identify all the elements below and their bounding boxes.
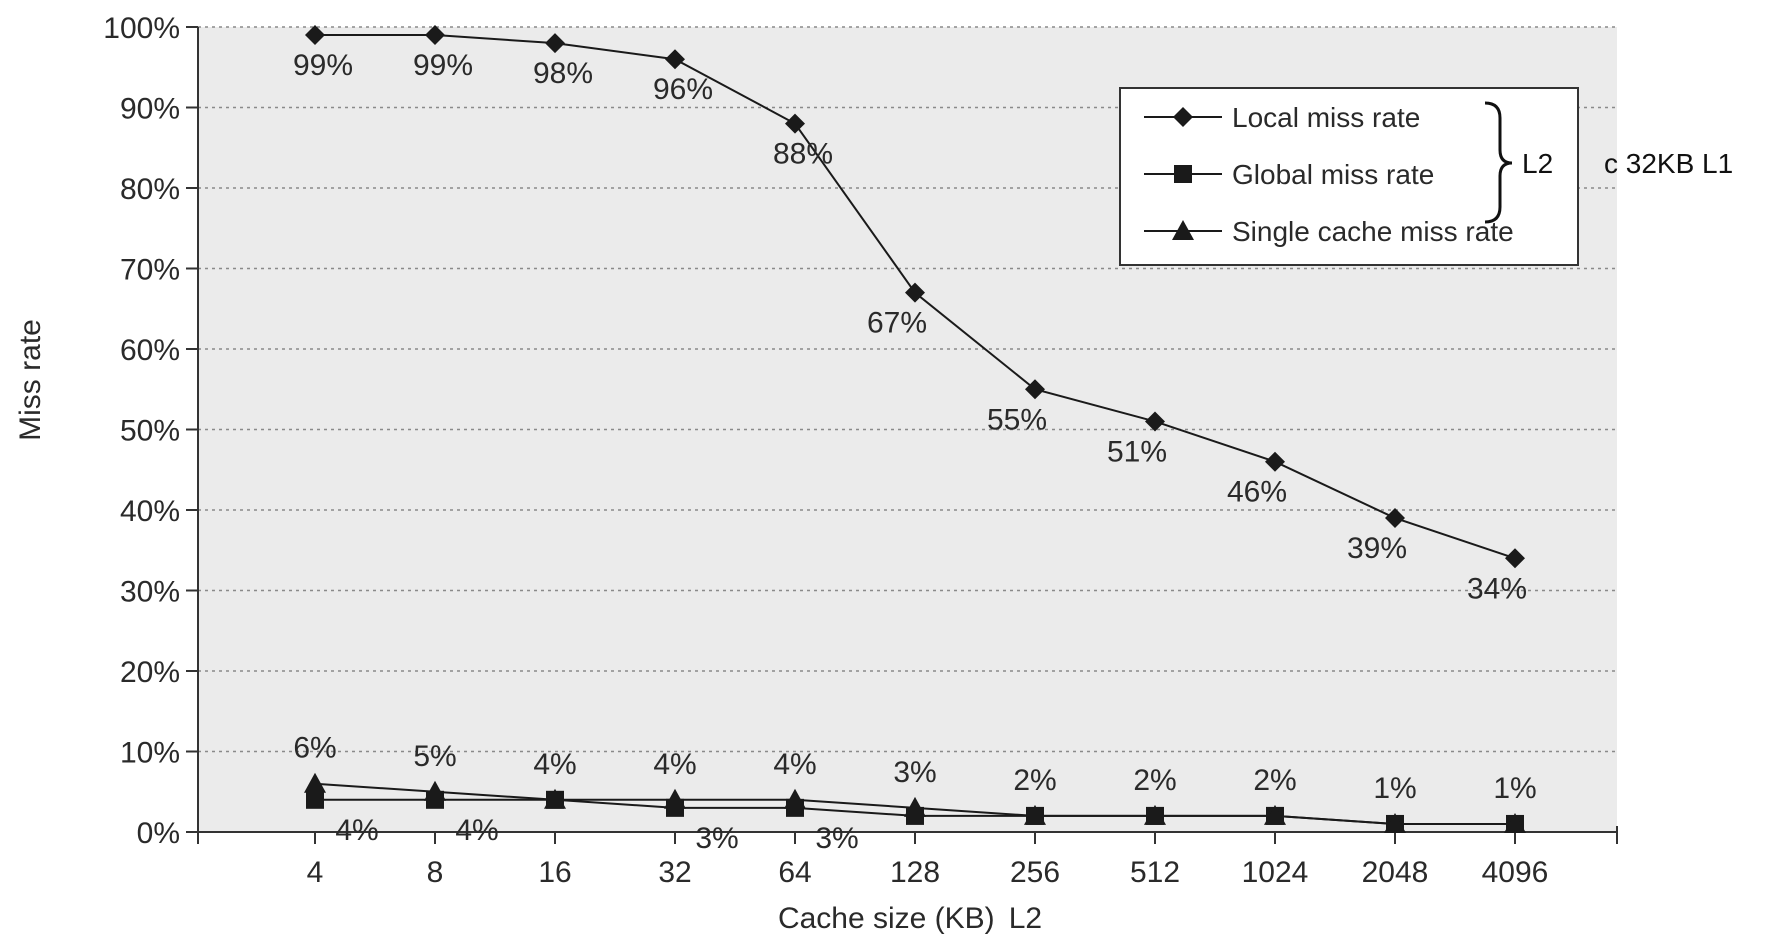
x-axis-title: Cache size (KB) L2	[778, 902, 1042, 935]
x-tick-label-2048: 2048	[1362, 856, 1429, 889]
x-tick-label-4096: 4096	[1482, 856, 1549, 889]
y-tick-label-30: 30%	[120, 576, 180, 609]
data-label-global-miss-rate-4: 4%	[335, 814, 378, 847]
point-local-miss-rate-8	[425, 25, 445, 46]
data-label-single-cache-miss-rate-2048: 1%	[1373, 772, 1416, 805]
y-tick-label-70: 70%	[120, 254, 180, 287]
data-label-local-miss-rate-32: 96%	[653, 73, 713, 106]
legend-label-single-cache-miss-rate: Single cache miss rate	[1232, 216, 1514, 247]
data-label-local-miss-rate-128: 67%	[867, 307, 927, 340]
point-single-cache-miss-rate-8	[424, 780, 446, 801]
legend-bracket	[1484, 101, 1513, 224]
data-label-global-miss-rate-32: 3%	[695, 822, 738, 855]
data-label-single-cache-miss-rate-4: 6%	[293, 732, 336, 765]
point-single-cache-miss-rate-1024	[1264, 804, 1286, 825]
point-local-miss-rate-256	[1025, 379, 1045, 400]
annotation-label-l2: L2	[1522, 148, 1553, 179]
data-label-single-cache-miss-rate-8: 5%	[413, 740, 456, 773]
x-tick-label-1024: 1024	[1242, 856, 1309, 889]
y-tick-label-90: 90%	[120, 93, 180, 126]
data-label-local-miss-rate-64: 88%	[773, 138, 833, 171]
point-local-miss-rate-512	[1145, 411, 1165, 432]
data-label-local-miss-rate-2048: 39%	[1347, 532, 1407, 565]
x-axis-title-suffix: L2	[1009, 902, 1042, 935]
data-label-single-cache-miss-rate-64: 4%	[773, 748, 816, 781]
data-label-single-cache-miss-rate-128: 3%	[893, 756, 936, 789]
point-single-cache-miss-rate-4	[304, 772, 326, 793]
point-single-cache-miss-rate-32	[664, 788, 686, 809]
point-global-miss-rate-4	[306, 790, 324, 809]
legend-label-global-miss-rate: Global miss rate	[1232, 159, 1434, 190]
y-tick-label-80: 80%	[120, 173, 180, 206]
legend: Local miss rate Global miss rate Single ca…	[1119, 87, 1579, 266]
data-label-local-miss-rate-1024: 46%	[1227, 476, 1287, 509]
point-single-cache-miss-rate-4096	[1504, 812, 1526, 833]
data-label-single-cache-miss-rate-4096: 1%	[1493, 772, 1536, 805]
data-label-local-miss-rate-512: 51%	[1107, 435, 1167, 468]
axes	[186, 26, 1618, 844]
data-label-local-miss-rate-8: 99%	[413, 49, 473, 82]
y-tick-label-0: 0%	[137, 817, 180, 850]
x-tick-label-4: 4	[307, 856, 324, 889]
y-axis-title: Miss rate	[14, 319, 47, 441]
point-single-cache-miss-rate-128	[904, 796, 926, 817]
point-single-cache-miss-rate-64	[784, 788, 806, 809]
data-labels: 4% 4% 3% 3% 6% 5% 4% 4% 4% 3% 2% 2% 2% 1% 1% 99% 99% 98% 9…	[293, 49, 1537, 855]
data-label-local-miss-rate-4: 99%	[293, 49, 353, 82]
x-tick-label-256: 256	[1010, 856, 1060, 889]
data-label-single-cache-miss-rate-32: 4%	[653, 748, 696, 781]
annotation-label-detail: c 32KB L1	[1604, 148, 1733, 179]
data-label-local-miss-rate-4096: 34%	[1467, 572, 1527, 605]
x-tick-label-16: 16	[538, 856, 571, 889]
bracket-annotation: L2 c 32KB L1	[1484, 101, 1733, 224]
y-tick-label-10: 10%	[120, 737, 180, 770]
x-tick-label-64: 64	[778, 856, 811, 889]
point-local-miss-rate-1024	[1265, 451, 1285, 472]
data-label-single-cache-miss-rate-512: 2%	[1133, 764, 1176, 797]
y-tick-label-40: 40%	[120, 495, 180, 528]
data-label-local-miss-rate-256: 55%	[987, 403, 1047, 436]
point-local-miss-rate-4096	[1505, 548, 1525, 569]
x-axis-title-main: Cache size (KB)	[778, 902, 995, 935]
data-label-global-miss-rate-64: 3%	[815, 822, 858, 855]
y-tick-label-50: 50%	[120, 415, 180, 448]
point-single-cache-miss-rate-2048	[1384, 812, 1406, 833]
point-single-cache-miss-rate-512	[1144, 804, 1166, 825]
point-local-miss-rate-4	[305, 25, 325, 46]
data-label-single-cache-miss-rate-16: 4%	[533, 748, 576, 781]
point-local-miss-rate-64	[785, 113, 805, 134]
point-local-miss-rate-32	[665, 49, 685, 70]
point-local-miss-rate-128	[905, 282, 925, 303]
data-label-single-cache-miss-rate-1024: 2%	[1253, 764, 1296, 797]
legend-marker-single-cache-miss-rate	[1172, 220, 1194, 240]
point-local-miss-rate-16	[545, 33, 565, 54]
series-lines	[304, 25, 1526, 833]
x-tick-label-8: 8	[427, 856, 444, 889]
y-tick-label-100: 100%	[103, 12, 180, 45]
data-label-local-miss-rate-16: 98%	[533, 57, 593, 90]
x-tick-label-512: 512	[1130, 856, 1180, 889]
point-local-miss-rate-2048	[1385, 508, 1405, 529]
legend-marker-local-miss-rate	[1173, 107, 1193, 127]
legend-marker-global-miss-rate	[1174, 165, 1192, 183]
y-tick-label-20: 20%	[120, 656, 180, 689]
series-local-miss-rate	[305, 25, 1525, 569]
y-tick-labels: 0% 10% 20% 30% 40% 50% 60% 70% 80% 90% 100%	[103, 12, 180, 850]
series-single-cache-miss-rate	[304, 772, 1526, 833]
gridlines	[198, 26, 1617, 753]
y-tick-label-60: 60%	[120, 334, 180, 367]
data-label-global-miss-rate-8: 4%	[455, 814, 498, 847]
x-tick-labels: 4 8 16 32 64 128 256 512 1024 2048 4096	[307, 856, 1549, 889]
legend-label-local-miss-rate: Local miss rate	[1232, 102, 1420, 133]
x-tick-label-32: 32	[658, 856, 691, 889]
point-single-cache-miss-rate-16	[544, 788, 566, 809]
point-single-cache-miss-rate-256	[1024, 804, 1046, 825]
data-label-single-cache-miss-rate-256: 2%	[1013, 764, 1056, 797]
x-tick-label-128: 128	[890, 856, 940, 889]
